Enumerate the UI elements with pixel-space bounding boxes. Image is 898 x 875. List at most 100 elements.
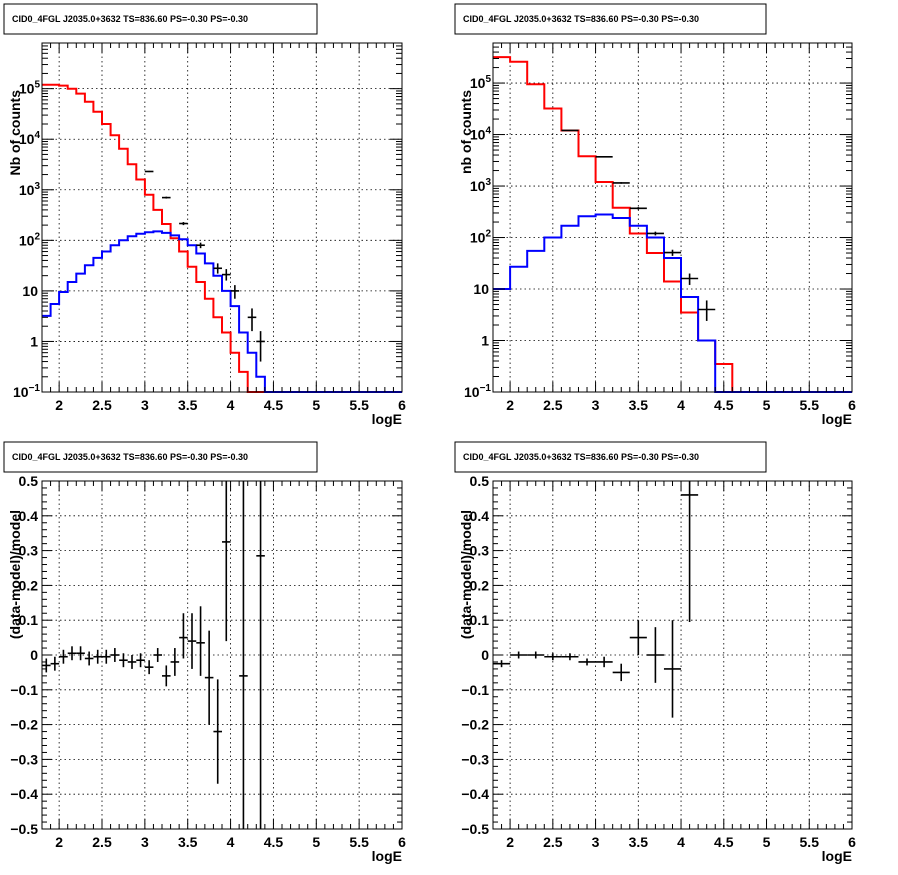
x-tick-label: 4 bbox=[227, 834, 235, 850]
data-point bbox=[127, 655, 137, 669]
data-point bbox=[230, 285, 240, 299]
x-axis-label: logE bbox=[822, 411, 852, 427]
y-tick-label: 104 bbox=[19, 130, 41, 147]
x-tick-label: 5 bbox=[312, 397, 320, 413]
histogram-series-1 bbox=[493, 56, 852, 393]
grid bbox=[42, 43, 402, 392]
x-tick-label: 3.5 bbox=[629, 397, 649, 413]
data-point bbox=[544, 653, 562, 661]
x-tick-label: 3 bbox=[592, 834, 600, 850]
x-tick-label: 3 bbox=[141, 834, 149, 850]
y-tick-label: −0.1 bbox=[461, 682, 489, 698]
data-point bbox=[239, 481, 248, 829]
data-point bbox=[204, 630, 214, 725]
y-tick-label: 0 bbox=[30, 647, 38, 663]
chart-title: CID0_4FGL J2035.0+3632 TS=836.60 PS=-0.3… bbox=[463, 452, 699, 462]
y-tick-label: 0.2 bbox=[19, 577, 39, 593]
y-axis: 10−1 1 10 102 103 104 105 bbox=[13, 42, 402, 400]
histogram-series-1 bbox=[42, 83, 402, 393]
y-tick-label: 0.1 bbox=[470, 612, 490, 628]
data-point bbox=[256, 331, 265, 362]
y-tick-label: −0.1 bbox=[10, 682, 38, 698]
x-axis-label: logE bbox=[372, 411, 402, 427]
chart-title: CID0_4FGL J2035.0+3632 TS=836.60 PS=-0.3… bbox=[12, 14, 248, 24]
data-point bbox=[213, 263, 222, 274]
data-point bbox=[50, 656, 60, 671]
y-tick-label: 0.2 bbox=[470, 577, 490, 593]
x-tick-label: 4.5 bbox=[714, 834, 734, 850]
x-tick-label: 5 bbox=[312, 834, 320, 850]
y-tick-label: −0.4 bbox=[10, 786, 38, 802]
data-point bbox=[42, 658, 51, 673]
x-tick-label: 5.5 bbox=[800, 834, 820, 850]
grid bbox=[42, 481, 402, 829]
y-tick-label: −0.3 bbox=[10, 751, 38, 767]
y-tick-label: 0.3 bbox=[19, 543, 39, 559]
x-tick-label: 6 bbox=[398, 834, 406, 850]
x-tick-label: 3.5 bbox=[629, 834, 649, 850]
data-point bbox=[93, 649, 102, 664]
x-axis-label: logE bbox=[372, 848, 402, 864]
data-point bbox=[222, 269, 231, 281]
x-axis: 2 2.5 3 3.5 4 4.5 5 5.5 6 bbox=[492, 43, 856, 413]
data-point bbox=[170, 648, 180, 676]
x-tick-label: 2.5 bbox=[92, 834, 112, 850]
data-point bbox=[663, 249, 682, 256]
data-point bbox=[698, 300, 716, 321]
data-point bbox=[561, 653, 579, 661]
plot-frame bbox=[492, 42, 853, 393]
x-tick-label: 6 bbox=[398, 397, 406, 413]
y-tick-label: 105 bbox=[470, 74, 492, 91]
y-tick-label: −0.5 bbox=[10, 821, 38, 837]
x-tick-label: 3.5 bbox=[178, 834, 198, 850]
x-tick-label: 4.5 bbox=[264, 834, 284, 850]
data-point bbox=[681, 273, 699, 285]
x-tick-label: 4 bbox=[227, 397, 235, 413]
y-tick-label: 0.5 bbox=[19, 473, 39, 489]
plot-frame bbox=[41, 42, 403, 393]
data-point bbox=[187, 613, 197, 669]
data-points bbox=[561, 129, 716, 321]
y-axis-label: Nb of counts bbox=[7, 90, 23, 176]
y-tick-label: −0.5 bbox=[461, 821, 489, 837]
x-tick-label: 2 bbox=[506, 834, 514, 850]
x-tick-label: 3.5 bbox=[178, 397, 198, 413]
data-point bbox=[595, 656, 613, 668]
x-tick-label: 2 bbox=[506, 397, 514, 413]
data-point bbox=[162, 665, 171, 687]
data-point bbox=[179, 222, 188, 226]
data-point bbox=[256, 481, 265, 829]
data-points bbox=[42, 481, 265, 829]
y-tick-label: 10 bbox=[22, 283, 38, 299]
data-point bbox=[595, 155, 613, 158]
histogram-series-2 bbox=[42, 230, 402, 393]
chart-panel-4: 2 2.5 3 3.5 4 4.5 5 5.5 6logE−0.5−0.4−0.3−0.2−0.… bbox=[454, 441, 856, 864]
y-axis-label: nb of counts bbox=[458, 90, 474, 174]
title-box bbox=[454, 441, 767, 473]
data-point bbox=[629, 620, 647, 655]
y-tick-label: −0.2 bbox=[10, 717, 38, 733]
data-point bbox=[76, 646, 85, 661]
data-point bbox=[67, 646, 77, 661]
data-point bbox=[578, 658, 596, 666]
data-point bbox=[646, 231, 664, 236]
x-tick-label: 4 bbox=[677, 834, 685, 850]
data-point bbox=[102, 649, 111, 664]
y-tick-label: 102 bbox=[470, 229, 492, 246]
x-tick-label: 4.5 bbox=[264, 397, 284, 413]
x-tick-label: 5.5 bbox=[800, 397, 820, 413]
data-point bbox=[222, 481, 231, 642]
data-point bbox=[612, 182, 630, 184]
data-point bbox=[629, 207, 647, 210]
y-tick-label: 1 bbox=[30, 333, 38, 349]
y-tick-label: 10−1 bbox=[13, 383, 40, 400]
y-tick-label: 102 bbox=[19, 231, 41, 248]
data-point bbox=[144, 170, 154, 173]
y-tick-label: 0.5 bbox=[470, 473, 490, 489]
y-axis-label: (data-model)/model bbox=[458, 510, 474, 639]
y-tick-label: 104 bbox=[470, 126, 492, 143]
x-tick-label: 4.5 bbox=[714, 397, 734, 413]
y-axis: −0.5 −0.4 −0.3 −0.2 −0.1 0 0.1 0.2 0.3 0.4 0.5 bbox=[10, 473, 402, 837]
grid bbox=[493, 43, 852, 392]
